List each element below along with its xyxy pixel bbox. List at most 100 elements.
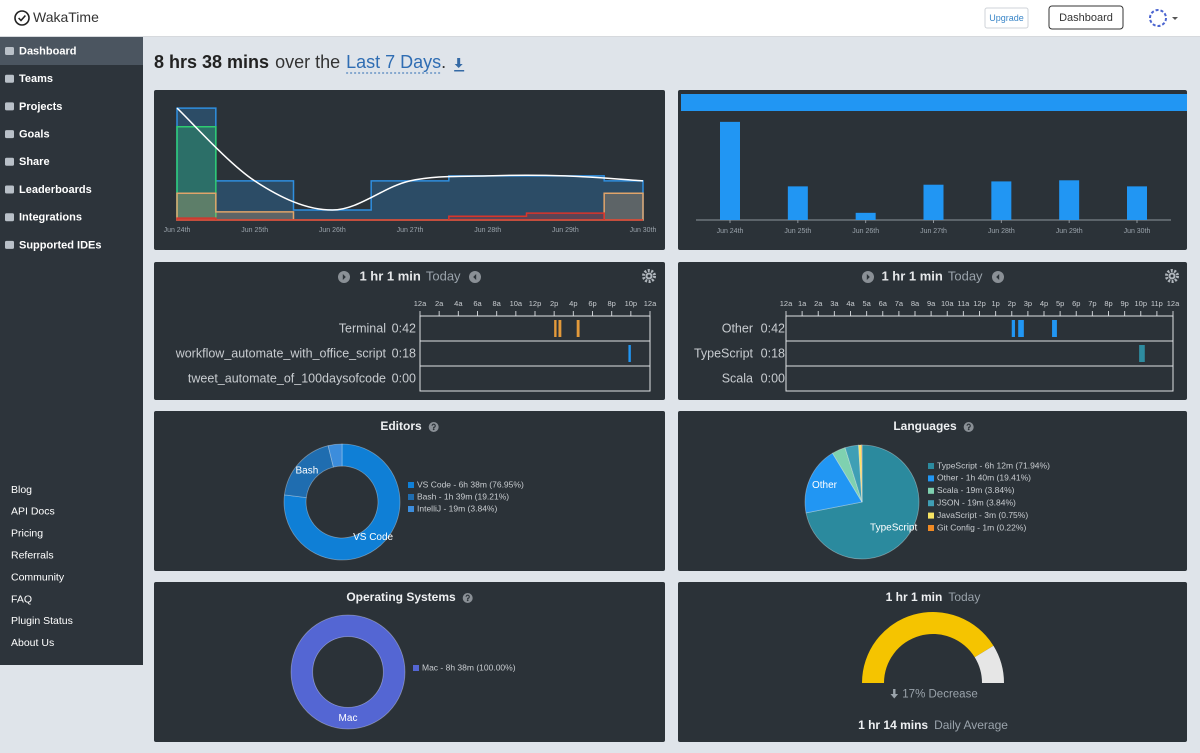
panel	[678, 90, 1187, 250]
x-tick-label: 4p	[1040, 299, 1048, 308]
nav-arrow-head	[342, 274, 346, 280]
download-icon[interactable]	[454, 58, 465, 72]
x-tick-label: 8a	[492, 299, 501, 308]
x-tick-label: Jun 27th	[397, 227, 424, 234]
x-tick-label: Jun 30th	[1124, 228, 1151, 235]
x-tick-label: 11p	[1151, 299, 1163, 308]
nav-arrow-head	[866, 274, 870, 280]
gauge-fill	[862, 612, 994, 683]
sidebar-link[interactable]: Referrals	[11, 549, 54, 561]
gauge-rest	[974, 645, 1004, 683]
panel	[154, 582, 665, 742]
timeline-row	[785, 365, 1174, 392]
sidebar-link[interactable]: Plugin Status	[11, 615, 73, 627]
headline-text: over the	[275, 52, 340, 72]
sidebar-link[interactable]: About Us	[11, 637, 54, 649]
sidebar-link[interactable]: FAQ	[11, 593, 32, 605]
x-tick-label: 1p	[991, 299, 999, 308]
bar	[923, 184, 944, 220]
row-name: Scala	[722, 371, 753, 385]
sidebar-link[interactable]: API Docs	[11, 506, 55, 518]
upgrade-label[interactable]: Upgrade	[989, 13, 1024, 23]
timeline-header: 1 hr 1 min Today	[359, 269, 461, 284]
legend-label: Other - 1h 40m (19.41%)	[937, 473, 1031, 483]
help-icon-mark	[966, 423, 971, 429]
settings-gear[interactable]	[1165, 269, 1179, 283]
pie-slice	[804, 452, 863, 514]
sidebar-item[interactable]: Share	[19, 156, 50, 168]
x-tick-label: 3a	[830, 299, 839, 308]
panel-title: Languages	[893, 419, 957, 433]
legend-swatch	[408, 506, 414, 512]
x-tick-label: Jun 28th	[988, 228, 1015, 235]
legend-label: IntelliJ - 19m (3.84%)	[417, 503, 497, 513]
headline-range[interactable]: Last 7 Days	[346, 52, 441, 72]
activity-segment	[1018, 320, 1024, 337]
legend-label: Bash - 1h 39m (19.21%)	[417, 491, 509, 501]
x-tick-label: Jun 26th	[852, 228, 879, 235]
help-icon-dot	[967, 428, 970, 431]
x-tick-label: Jun 24th	[164, 227, 191, 234]
sidebar-active	[0, 37, 143, 65]
headline-text: .	[441, 52, 446, 72]
avatar[interactable]	[1149, 9, 1167, 27]
sidebar-item[interactable]: Supported IDEs	[19, 239, 102, 251]
sidebar-item[interactable]: Projects	[19, 101, 62, 113]
x-tick-label: 12a	[1167, 299, 1180, 308]
x-tick-label: 2a	[435, 299, 444, 308]
x-tick-label: 12a	[414, 299, 427, 308]
legend-label: VS Code - 6h 38m (76.95%)	[417, 479, 524, 489]
panel-title: Operating Systems	[346, 590, 456, 604]
pie-slice	[283, 445, 334, 499]
sidebar-item[interactable]: Teams	[19, 73, 53, 85]
legend-swatch	[413, 665, 419, 671]
trend-line	[176, 107, 644, 211]
sidebar-item[interactable]: Dashboard	[19, 45, 76, 57]
pie-slice	[283, 443, 401, 561]
sidebar-icon	[5, 185, 14, 194]
activity-segment	[576, 320, 580, 337]
sidebar-link[interactable]: Blog	[11, 484, 32, 496]
x-tick-label: 4p	[569, 299, 577, 308]
panel-title: Editors	[380, 419, 422, 433]
row-time: 0:18	[761, 346, 785, 360]
row-time: 0:18	[392, 346, 416, 360]
bar	[720, 121, 740, 220]
bar	[855, 212, 876, 220]
sidebar-item[interactable]: Leaderboards	[19, 184, 92, 196]
x-tick-label: 2p	[550, 299, 558, 308]
summary-bar	[681, 94, 1187, 111]
x-tick-label: 10p	[1134, 299, 1147, 308]
row-name: Terminal	[339, 321, 386, 335]
activity-segment	[558, 320, 562, 337]
sidebar	[0, 37, 143, 665]
x-tick-label: 2p	[1008, 299, 1016, 308]
dashboard-label[interactable]: Dashboard	[1059, 12, 1113, 24]
x-tick-label: 8p	[1104, 299, 1112, 308]
sidebar-icon	[5, 240, 14, 249]
dashboard-button[interactable]	[1048, 5, 1124, 30]
bar	[991, 181, 1012, 220]
pie-slice	[290, 614, 406, 730]
pie-slice	[858, 444, 863, 503]
avatar-caret	[1172, 17, 1178, 20]
upgrade-button[interactable]	[984, 7, 1029, 29]
legend-label: TypeScript - 6h 12m (71.94%)	[937, 460, 1050, 470]
pie-slice	[831, 447, 863, 503]
x-tick-label: Jun 25th	[784, 228, 811, 235]
row-name: TypeScript	[694, 346, 754, 360]
sidebar-link[interactable]: Pricing	[11, 528, 43, 540]
row-time: 0:42	[392, 321, 416, 335]
logo	[14, 10, 30, 26]
sidebar-item[interactable]: Integrations	[19, 212, 82, 224]
sidebar-link[interactable]: Community	[11, 571, 65, 583]
x-tick-label: Jun 27th	[920, 228, 947, 235]
pie-slice	[805, 444, 920, 560]
legend-swatch	[408, 482, 414, 488]
settings-gear[interactable]	[642, 269, 656, 283]
row-name: tweet_automate_of_100daysofcode	[188, 371, 386, 385]
row-time: 0:00	[392, 371, 416, 385]
x-tick-label: 12p	[529, 299, 542, 308]
sidebar-item[interactable]: Goals	[19, 129, 50, 141]
